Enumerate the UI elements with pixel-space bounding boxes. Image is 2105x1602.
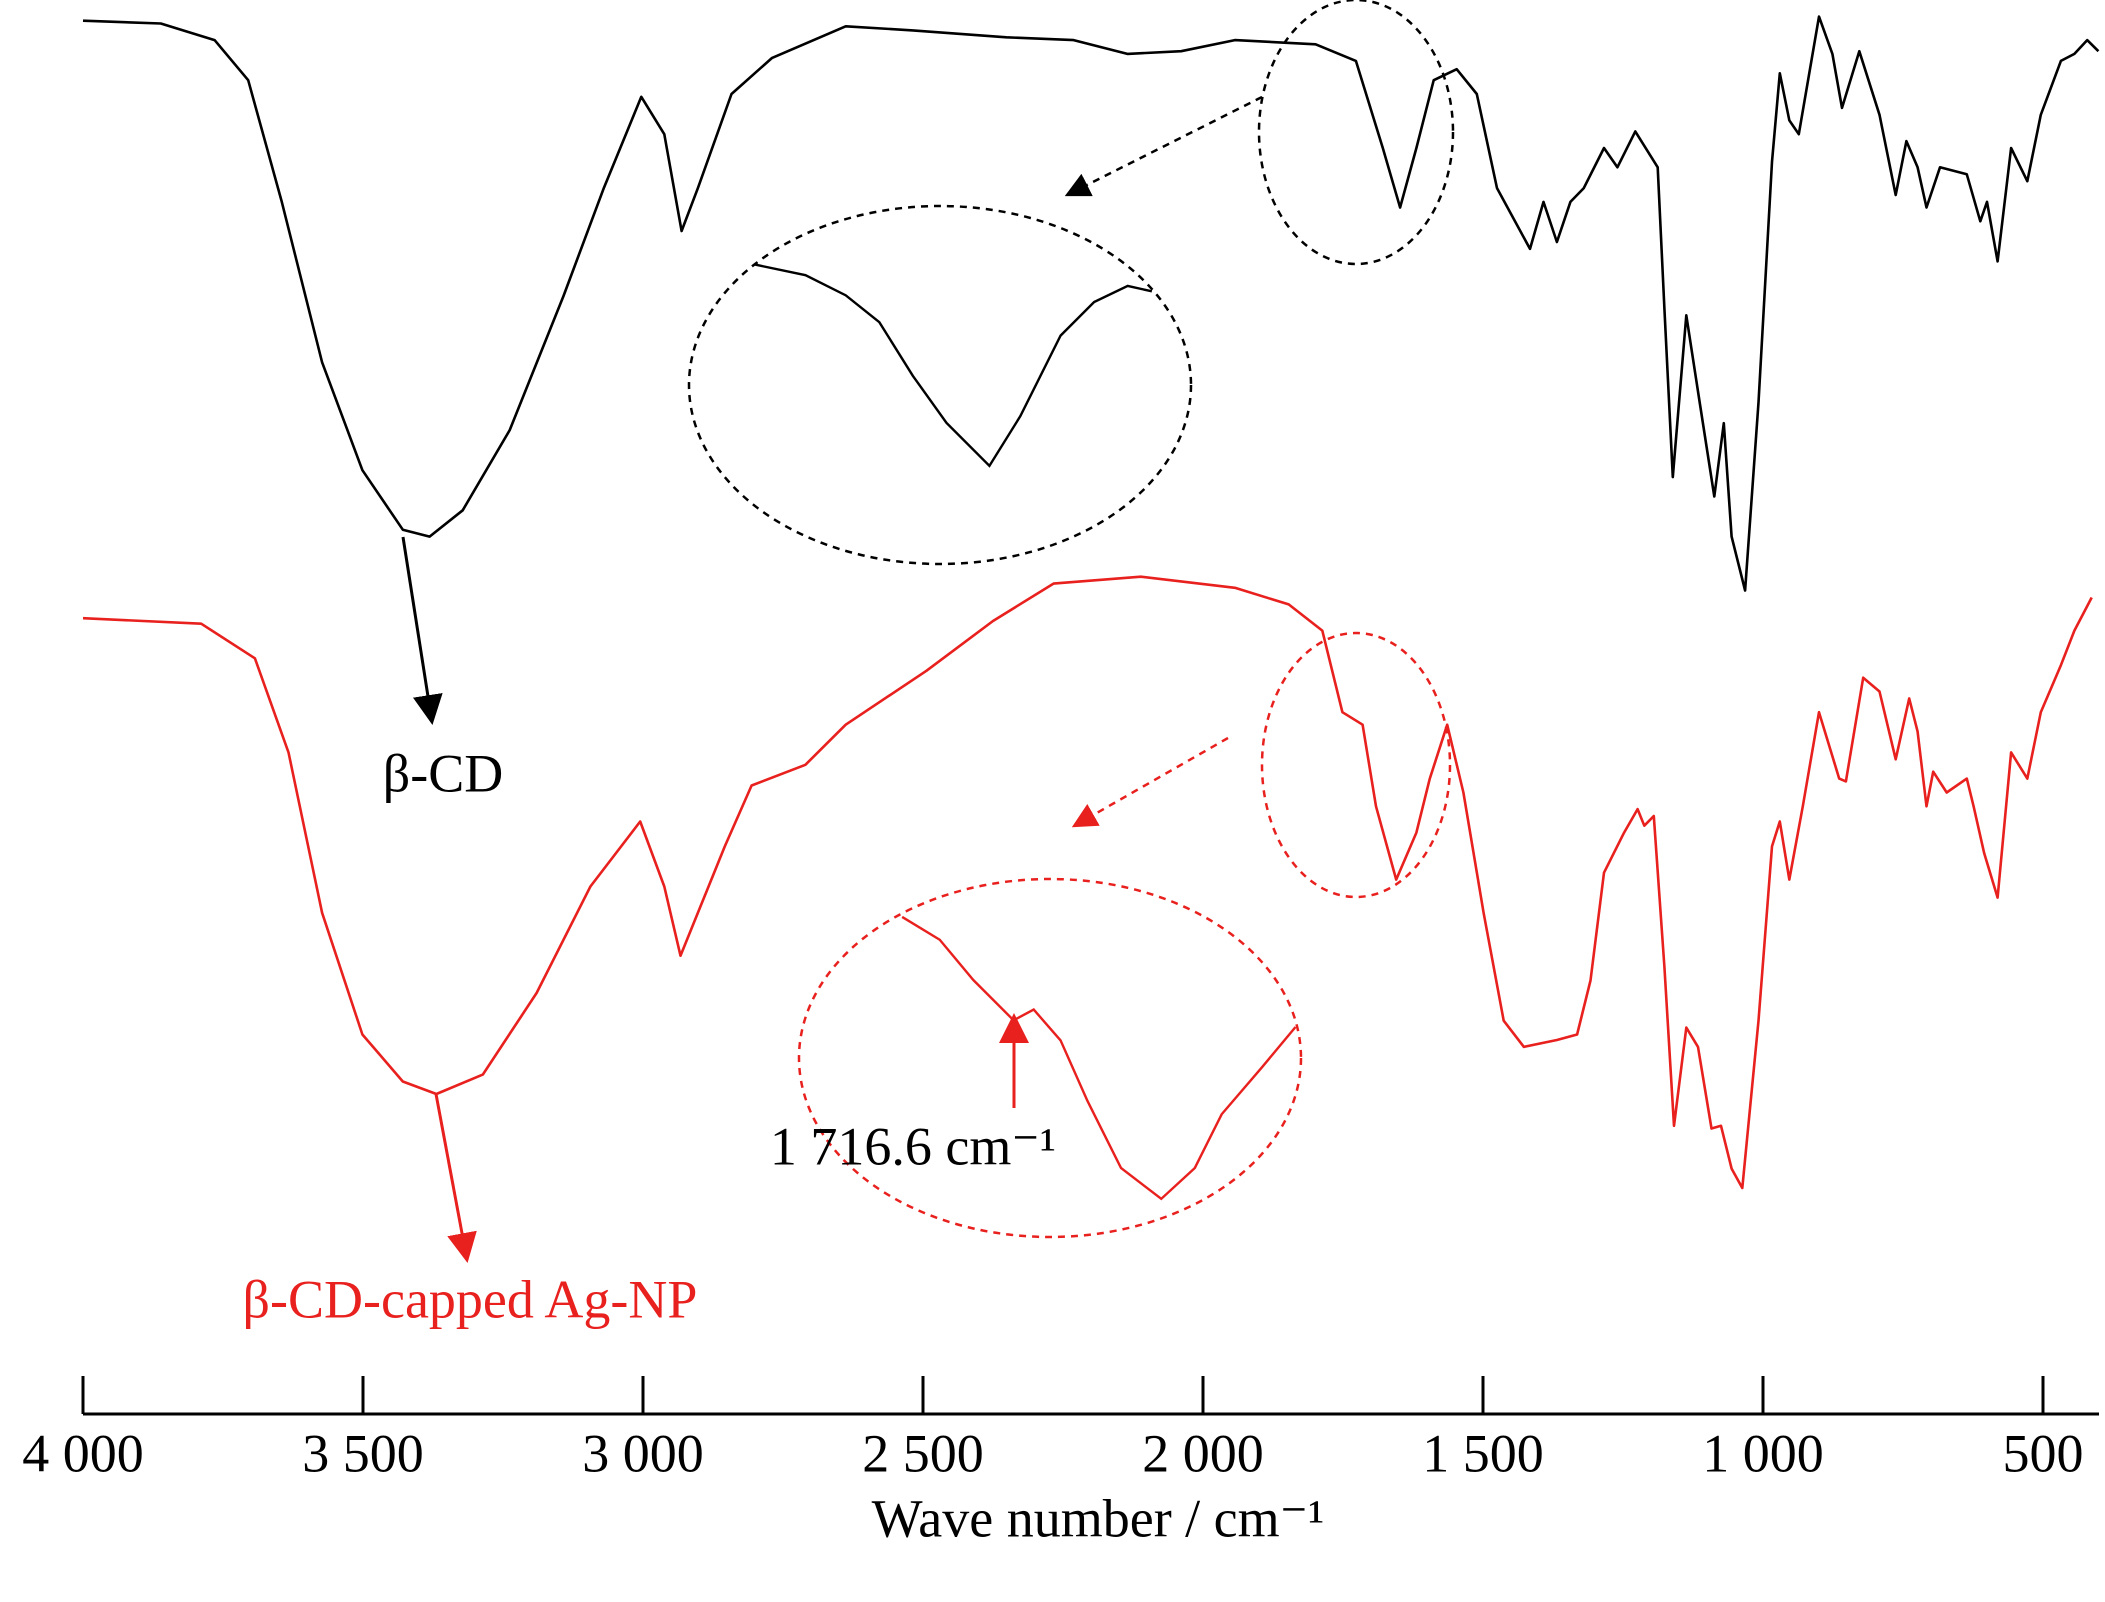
- x-tick-label: 1 500: [1422, 1423, 1544, 1483]
- highlight-ellipse: [1260, 631, 1452, 899]
- inset-ellipse: [687, 204, 1193, 566]
- x-tick-label: 3 000: [582, 1423, 704, 1483]
- series-label: β-CD: [383, 743, 503, 803]
- inset-arrow: [1071, 736, 1229, 828]
- annotation: 1 716.6 cm⁻¹: [770, 1116, 1056, 1176]
- inset-curve: [754, 263, 1153, 468]
- inset-arrow: [1064, 95, 1263, 197]
- series-label: β-CD-capped Ag-NP: [243, 1269, 698, 1329]
- x-tick-label: 2 000: [1142, 1423, 1264, 1483]
- x-tick-label: 500: [2003, 1423, 2084, 1483]
- label-arrow: [434, 1093, 477, 1263]
- x-tick-label: 4 000: [22, 1423, 144, 1483]
- label-arrow: [401, 536, 443, 725]
- inset-curves: [754, 263, 1297, 1201]
- inset-curve: [901, 915, 1297, 1201]
- inset-decoration: [687, 0, 1455, 1239]
- x-tick-label: 1 000: [1702, 1423, 1824, 1483]
- highlight-ellipse: [1257, 0, 1455, 266]
- x-tick-label: 2 500: [862, 1423, 984, 1483]
- spectrum-line: [82, 15, 2100, 592]
- x-tick-label: 3 500: [302, 1423, 424, 1483]
- x-axis-label: Wave number / cm⁻¹: [872, 1488, 1325, 1548]
- inset-ellipse: [797, 877, 1303, 1239]
- spectrum-line: [82, 575, 2093, 1190]
